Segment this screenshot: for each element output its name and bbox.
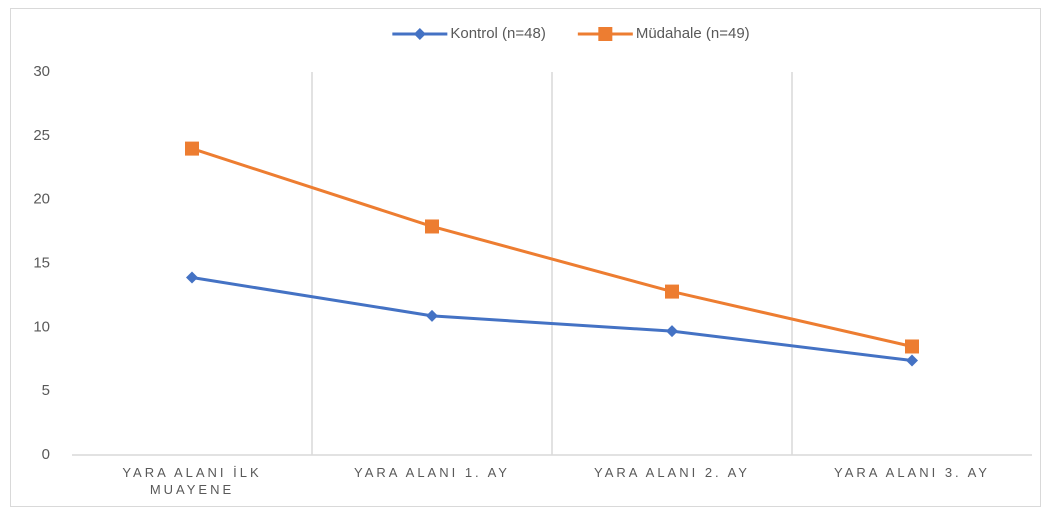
marker [425,219,439,234]
marker [426,309,438,322]
series-line [191,276,913,363]
chart-border [10,8,1041,507]
legend-label: Müdahale (n=49) [636,25,750,42]
marker [906,354,918,367]
y-tick-label: 15 [33,254,50,271]
legend-marker [413,28,426,40]
marker [905,339,919,354]
marker [185,141,199,156]
legend-label: Kontrol (n=48) [450,25,545,42]
y-tick-label: 25 [33,127,50,144]
y-tick-label: 0 [42,446,50,463]
y-tick-label: 5 [42,382,50,399]
x-tick-label: YARA ALANI İLK MUAYENE [122,465,262,497]
y-tick-label: 10 [33,318,50,335]
x-tick-label: YARA ALANI 1. AY [354,465,510,480]
x-tick-label: YARA ALANI 3. AY [834,465,990,480]
legend-marker [598,27,613,41]
marker [186,271,198,284]
marker [665,284,679,299]
y-tick-label: 30 [33,63,50,80]
y-tick-label: 20 [33,191,50,208]
marker [666,325,678,338]
series-line [191,147,913,348]
x-tick-label: YARA ALANI 2. AY [594,465,750,480]
